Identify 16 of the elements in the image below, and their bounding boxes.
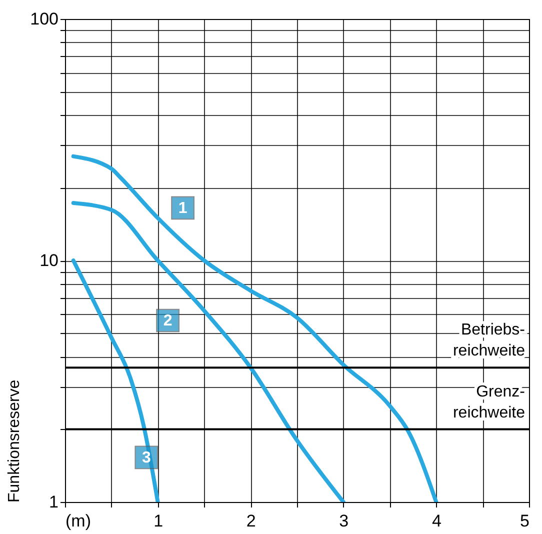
series-label: 1 — [178, 200, 188, 217]
line-series — [71, 258, 160, 502]
x-tick-label: 4 — [432, 512, 442, 530]
line-series — [71, 154, 438, 502]
y-tick-label: 100 — [30, 10, 58, 28]
x-tick-label: (m) — [66, 512, 91, 530]
x-tick-label: 3 — [339, 512, 349, 530]
y-axis-title: Funktionsreserve — [6, 380, 24, 502]
y-tick-label: 10 — [40, 251, 58, 270]
x-tick-label: 2 — [246, 512, 256, 530]
line-series — [71, 201, 346, 502]
x-tick-label: 5 — [520, 512, 530, 530]
series-label: 2 — [163, 312, 172, 330]
series-label: 3 — [142, 449, 151, 466]
x-tick-label: 1 — [154, 512, 164, 530]
y-tick-label: 1 — [49, 492, 58, 512]
